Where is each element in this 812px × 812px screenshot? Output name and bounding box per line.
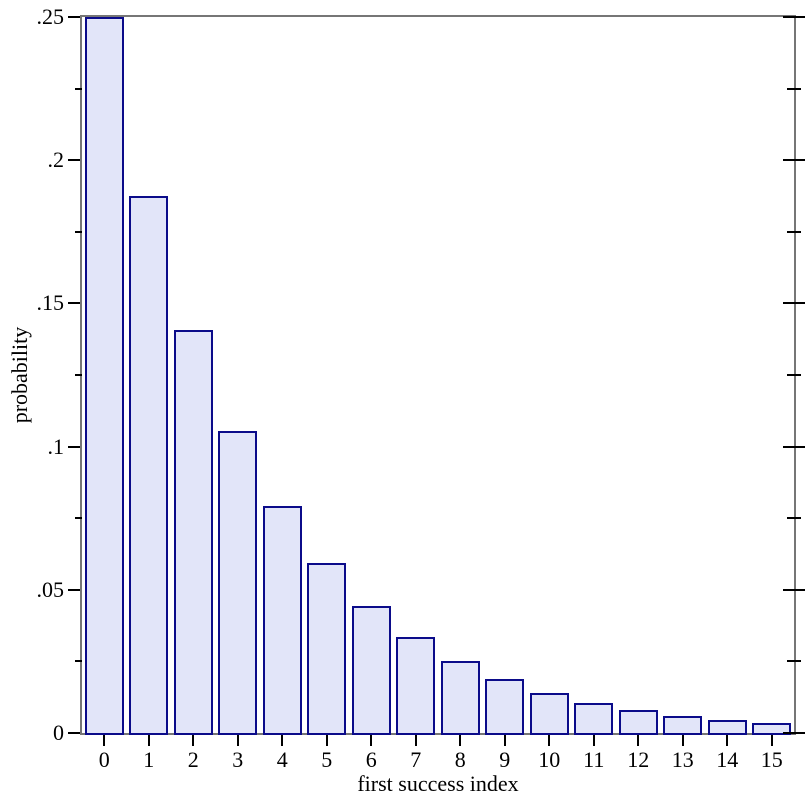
bar: [663, 715, 703, 735]
x-tick-label: 13: [671, 747, 694, 772]
y-major-tick-right: [783, 445, 805, 448]
x-tick-label: 3: [232, 747, 244, 772]
bar: [351, 605, 391, 735]
y-minor-tick-right: [787, 517, 801, 520]
x-tick-label: 2: [187, 747, 199, 772]
x-tick-label: 1: [143, 747, 155, 772]
y-minor-tick-left: [75, 374, 82, 376]
bar: [752, 723, 792, 735]
x-tick: [325, 735, 328, 746]
y-tick-label: .25: [36, 4, 65, 29]
x-tick-label: 11: [583, 747, 605, 772]
y-tick-label: .15: [36, 290, 65, 316]
y-major-tick-right: [783, 732, 805, 734]
x-tick-label: 7: [410, 747, 422, 772]
y-major-tick-right: [783, 16, 805, 18]
bar: [529, 692, 569, 735]
y-minor-tick-right: [787, 87, 801, 90]
x-tick: [592, 735, 595, 746]
bar: [440, 661, 480, 735]
y-minor-tick-right: [787, 374, 801, 376]
x-tick: [726, 735, 729, 746]
x-tick: [681, 735, 684, 746]
y-tick-label: .05: [36, 576, 65, 602]
bar: [173, 330, 213, 735]
y-minor-tick-right: [787, 660, 801, 663]
bar: [129, 196, 169, 735]
x-tick: [192, 735, 195, 746]
bar: [485, 679, 525, 735]
y-major-tick-left: [68, 302, 80, 305]
x-tick: [281, 735, 284, 746]
x-tick-label: 0: [98, 747, 110, 772]
y-minor-tick-left: [75, 517, 82, 520]
x-axis-title: first success index: [357, 771, 519, 796]
x-tick: [770, 735, 773, 746]
bar: [84, 17, 124, 735]
x-tick-label: 12: [627, 747, 650, 772]
x-tick: [103, 735, 106, 746]
x-tick: [637, 735, 640, 746]
y-minor-tick-right: [787, 230, 801, 233]
x-tick: [548, 735, 551, 746]
bar: [396, 637, 436, 735]
bar: [707, 720, 747, 735]
y-tick-label: .1: [47, 433, 65, 459]
bar: [307, 563, 347, 735]
y-tick-label: .2: [47, 147, 65, 173]
x-tick: [503, 735, 506, 746]
bar: [618, 710, 658, 735]
x-tick: [236, 735, 239, 746]
y-major-tick-left: [68, 588, 80, 591]
x-tick-label: 9: [499, 747, 511, 772]
y-major-tick-right: [783, 159, 805, 162]
x-tick-label: 4: [276, 747, 288, 772]
x-tick: [459, 735, 462, 746]
x-tick-label: 8: [454, 747, 466, 772]
y-minor-tick-left: [75, 230, 82, 233]
x-tick-label: 6: [365, 747, 377, 772]
y-minor-tick-left: [75, 87, 82, 90]
y-tick-label: 0: [53, 720, 64, 745]
y-major-tick-left: [68, 159, 80, 162]
bar: [574, 702, 614, 735]
y-major-tick-right: [783, 302, 805, 305]
bar: [218, 430, 258, 735]
y-major-tick-left: [68, 16, 80, 18]
x-tick: [414, 735, 417, 746]
x-tick: [370, 735, 373, 746]
x-tick-label: 5: [321, 747, 333, 772]
y-minor-tick-left: [75, 660, 82, 663]
y-major-tick-right: [783, 588, 805, 591]
x-tick-label: 10: [538, 747, 561, 772]
x-tick-label: 14: [716, 747, 739, 772]
bar: [262, 506, 302, 735]
x-tick-label: 15: [760, 747, 783, 772]
x-tick: [147, 735, 150, 746]
y-major-tick-left: [68, 732, 80, 734]
y-major-tick-left: [68, 445, 80, 448]
